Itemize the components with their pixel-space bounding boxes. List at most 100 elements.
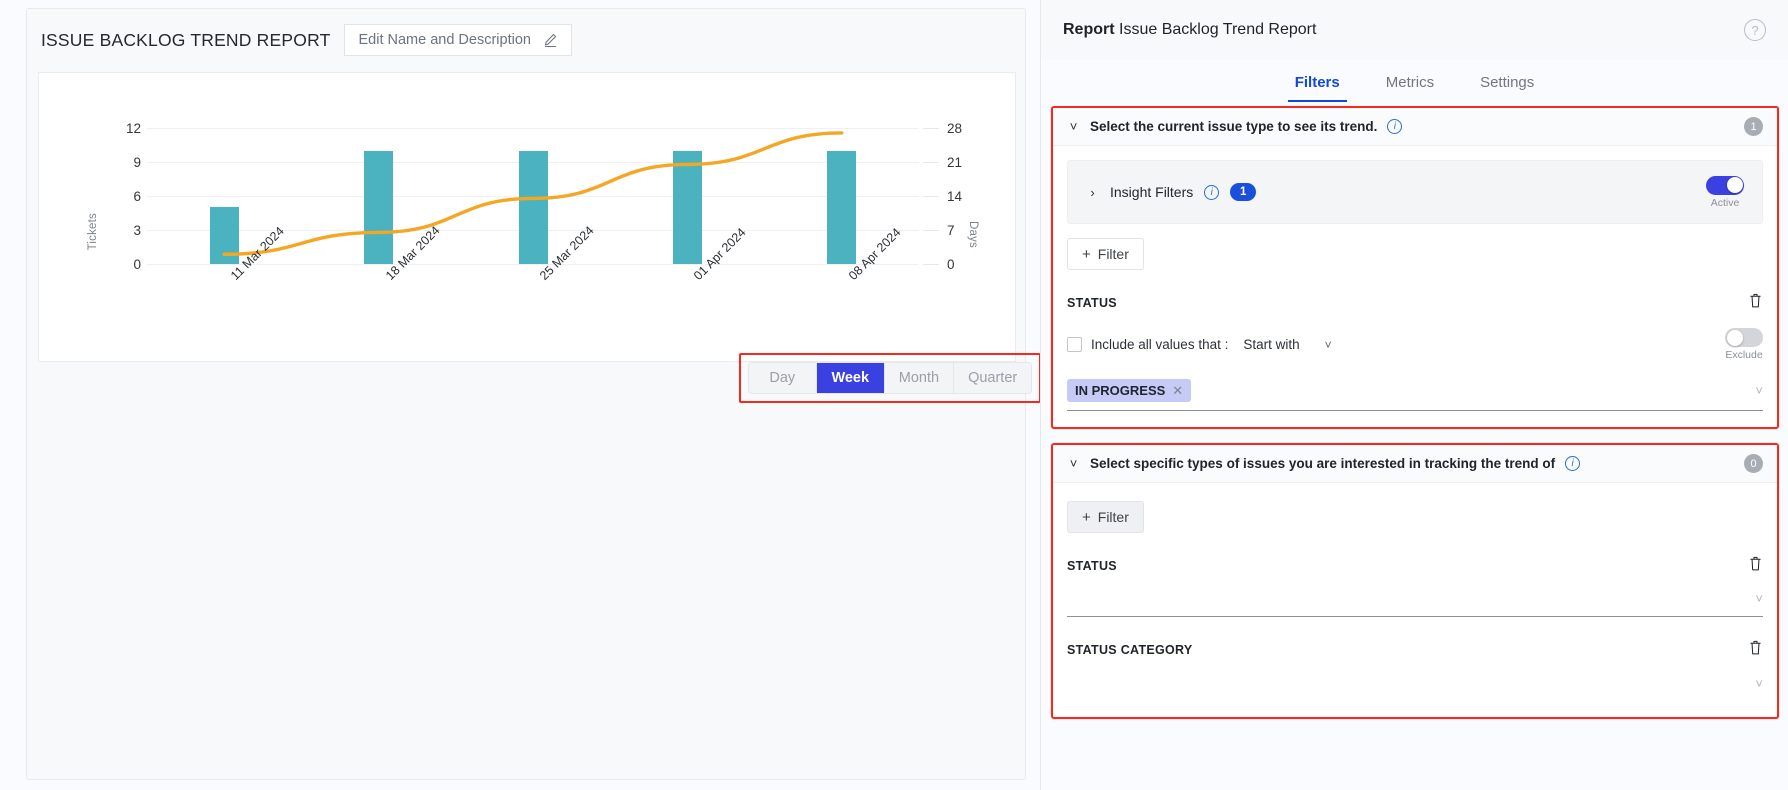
y-tick-left: 6	[133, 189, 141, 204]
granularity-week-button[interactable]: Week	[816, 363, 885, 393]
toggle-knob	[1726, 177, 1743, 193]
granularity-day-button[interactable]: Day	[748, 363, 817, 393]
granularity-month-button[interactable]: Month	[884, 363, 955, 393]
add-filter-label: Filter	[1097, 246, 1129, 262]
trash-icon[interactable]	[1748, 555, 1763, 577]
gridline	[147, 264, 919, 265]
report-breadcrumb: Report Issue Backlog Trend Report	[1063, 21, 1316, 39]
info-icon[interactable]: i	[1565, 456, 1581, 471]
gridline	[147, 128, 919, 129]
filter-section-issue-type: ˅ Select the current issue type to see i…	[1051, 106, 1779, 429]
gridtick	[923, 162, 939, 163]
report-prefix-label: Report	[1063, 21, 1115, 38]
pencil-icon	[543, 33, 558, 48]
filters-scroll-body[interactable]: ˅ Select the current issue type to see i…	[1041, 106, 1788, 790]
status-chip-in-progress[interactable]: IN PROGRESS ✕	[1067, 379, 1192, 402]
status-values-field[interactable]: IN PROGRESS ✕ ˅	[1067, 377, 1763, 411]
insight-filters-label: Insight Filters	[1110, 184, 1194, 200]
report-name-label: Issue Backlog Trend Report	[1119, 21, 1317, 38]
status-values-field-2[interactable]: ˅	[1067, 587, 1763, 617]
granularity-quarter-button[interactable]: Quarter	[954, 363, 1032, 393]
page-title: ISSUE BACKLOG TREND REPORT	[41, 29, 331, 50]
status-field-label-2: STATUS	[1067, 559, 1117, 573]
y-tick-left: 3	[133, 223, 141, 238]
line-series	[222, 131, 844, 256]
y-tick-left: 12	[125, 121, 141, 136]
status-category-field-label: STATUS CATEGORY	[1067, 643, 1193, 657]
insight-filters-row[interactable]: › Insight Filters i 1 Active	[1067, 160, 1763, 224]
include-all-values-checkbox[interactable]	[1067, 337, 1082, 352]
chevron-down-icon[interactable]: ˅	[1069, 456, 1078, 471]
status-category-chevron-down-icon[interactable]: ˅	[1755, 675, 1763, 691]
tab-filters[interactable]: Filters	[1287, 64, 1347, 102]
y-axis-title-right: Days	[967, 221, 979, 249]
chart-canvas: Tickets Days 12 9 6 3 0	[39, 73, 1017, 363]
gridtick	[923, 264, 939, 265]
question-mark-circle-icon[interactable]: ?	[1744, 19, 1766, 41]
trash-icon[interactable]	[1748, 292, 1763, 314]
status-field-header-2: STATUS	[1067, 555, 1763, 577]
status-category-field-header: STATUS CATEGORY	[1067, 639, 1763, 661]
add-filter-button-1[interactable]: + Filter	[1067, 238, 1144, 270]
toggle-knob	[1726, 329, 1743, 346]
insight-filters-badge: 1	[1230, 183, 1257, 201]
edit-name-label: Edit Name and Description	[358, 32, 531, 48]
section-count-badge: 0	[1744, 454, 1763, 473]
section-header[interactable]: ˅ Select the current issue type to see i…	[1053, 108, 1777, 146]
plus-icon: +	[1082, 508, 1091, 526]
tab-metrics[interactable]: Metrics	[1385, 74, 1435, 91]
status-category-values-field[interactable]: ˅	[1067, 671, 1763, 701]
status-field-chevron-down-icon[interactable]: ˅	[1755, 383, 1763, 398]
insight-active-toggle[interactable]	[1706, 175, 1744, 195]
add-filter-button-2[interactable]: + Filter	[1067, 501, 1144, 533]
plus-icon: +	[1082, 245, 1091, 263]
config-header: Report Issue Backlog Trend Report ?	[1041, 0, 1788, 60]
bar-series	[147, 128, 919, 264]
status-field-header: STATUS	[1067, 292, 1763, 314]
trash-icon[interactable]	[1748, 639, 1763, 661]
insight-active-caption: Active	[1710, 196, 1740, 209]
insight-active-toggle-wrap: Active	[1706, 175, 1744, 209]
chevron-right-icon[interactable]: ›	[1090, 184, 1095, 200]
y-tick-right: 28	[947, 121, 963, 136]
plot-area	[147, 128, 919, 264]
granularity-highlight: Day Week Month Quarter	[739, 353, 1041, 403]
bar-3	[672, 150, 702, 264]
trend-chart-card: Tickets Days 12 9 6 3 0	[38, 72, 1016, 362]
gridtick	[923, 128, 939, 129]
status-field-chevron-down-icon-2[interactable]: ˅	[1755, 591, 1763, 606]
chip-label: IN PROGRESS	[1075, 383, 1166, 398]
remove-chip-icon[interactable]: ✕	[1172, 382, 1184, 398]
exclude-toggle-wrap: Exclude	[1725, 328, 1763, 361]
info-icon[interactable]: i	[1387, 119, 1403, 134]
edit-name-description-button[interactable]: Edit Name and Description	[344, 24, 572, 56]
bar-1	[364, 150, 394, 264]
section-body: › Insight Filters i 1 Active + Filter	[1053, 146, 1777, 427]
match-mode-chevron-down-icon[interactable]: ˅	[1324, 337, 1332, 352]
tab-settings[interactable]: Settings	[1480, 74, 1535, 91]
y-tick-right: 14	[947, 189, 963, 204]
exclude-toggle[interactable]	[1725, 328, 1763, 347]
y-tick-right: 0	[947, 257, 955, 272]
granularity-toggle-group[interactable]: Day Week Month Quarter	[747, 362, 1033, 394]
report-card: ISSUE BACKLOG TREND REPORT Edit Name and…	[26, 8, 1041, 780]
match-mode-value: Start with	[1243, 337, 1300, 352]
y-tick-left: 9	[133, 155, 141, 170]
trend-line	[222, 131, 844, 256]
y-axis-title-left: Tickets	[87, 213, 99, 251]
y-tick-left: 0	[133, 257, 141, 272]
section-title: Select the current issue type to see its…	[1090, 119, 1378, 134]
report-config-pane: Report Issue Backlog Trend Report ? Filt…	[1040, 0, 1788, 790]
section-count-badge: 1	[1744, 117, 1763, 136]
section-header[interactable]: ˅ Select specific types of issues you ar…	[1053, 445, 1777, 483]
exclude-caption: Exclude	[1725, 349, 1763, 361]
section-title: Select specific types of issues you are …	[1090, 456, 1556, 471]
bar-4	[827, 150, 857, 264]
info-icon[interactable]: i	[1204, 184, 1220, 200]
chevron-down-icon[interactable]: ˅	[1069, 119, 1078, 134]
include-all-values-label: Include all values that :	[1091, 337, 1229, 352]
status-field-label: STATUS	[1067, 296, 1117, 310]
config-tabs: Filters Metrics Settings	[1041, 60, 1788, 106]
add-filter-label: Filter	[1097, 509, 1129, 525]
